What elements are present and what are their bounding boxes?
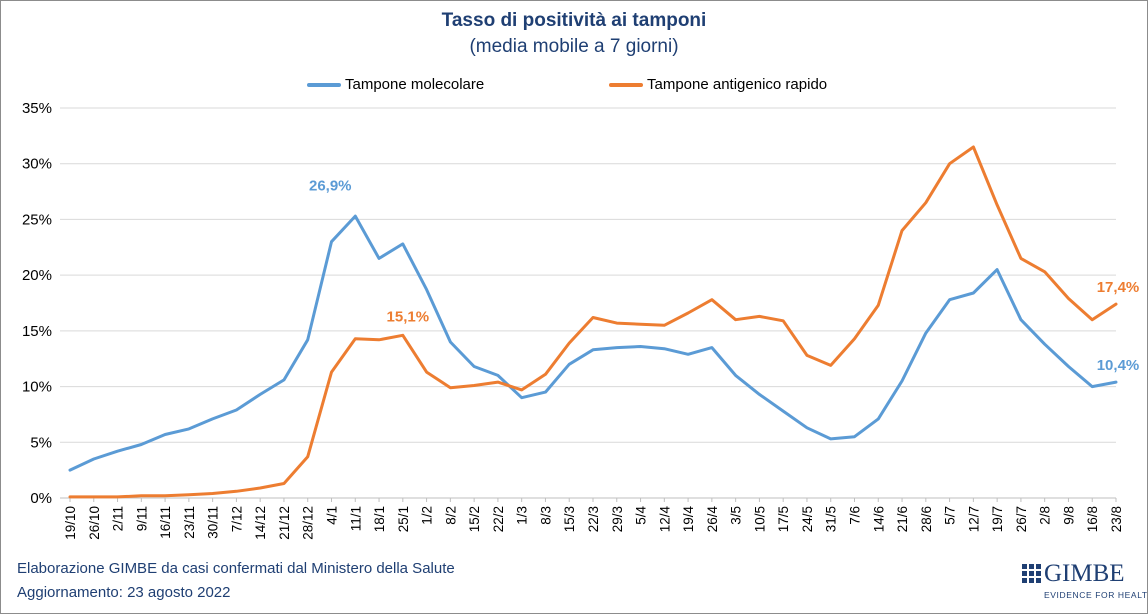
data-label-peak: 26,9% <box>309 177 352 194</box>
x-tick-label: 30/11 <box>206 506 221 539</box>
x-tick-label: 8/3 <box>538 506 553 525</box>
x-tick-label: 26/4 <box>705 506 720 533</box>
x-tick-label: 19/7 <box>990 506 1005 532</box>
x-tick-label: 5/7 <box>943 506 958 525</box>
x-tick-label: 5/4 <box>634 506 649 525</box>
data-label-last: 10,4% <box>1097 357 1140 374</box>
x-tick-label: 28/12 <box>301 506 316 540</box>
x-tick-label: 25/1 <box>396 506 411 532</box>
chart-title: Tasso di positività ai tamponi <box>441 10 707 31</box>
x-tick-label: 11/1 <box>348 506 363 531</box>
x-tick-label: 23/11 <box>182 506 197 539</box>
x-tick-label: 23/8 <box>1109 506 1124 532</box>
y-tick-label: 10% <box>22 379 52 396</box>
x-tick-label: 21/12 <box>277 506 292 540</box>
x-tick-label: 31/5 <box>824 506 839 532</box>
x-tick-label: 3/5 <box>729 506 744 525</box>
x-tick-label: 22/2 <box>491 506 506 532</box>
x-tick-label: 7/12 <box>229 506 244 532</box>
x-tick-label: 26/10 <box>87 506 102 540</box>
x-tick-label: 9/11 <box>134 506 149 531</box>
x-tick-label: 1/2 <box>420 506 435 525</box>
footer-updated: Aggiornamento: 23 agosto 2022 <box>17 584 231 601</box>
y-tick-label: 0% <box>30 490 52 507</box>
x-tick-label: 22/3 <box>586 506 601 532</box>
x-tick-label: 1/3 <box>515 506 530 525</box>
x-tick-label: 12/7 <box>966 506 981 532</box>
x-tick-label: 4/1 <box>325 506 340 525</box>
x-tick-label: 16/8 <box>1085 506 1100 532</box>
data-label-last: 17,4% <box>1097 279 1140 296</box>
legend-label-molecolare: Tampone molecolare <box>345 76 485 93</box>
series-line-antigenico <box>68 145 1118 499</box>
legend-item-antigenico: Tampone antigenico rapido <box>609 76 827 93</box>
logo-grid-icon <box>1022 564 1041 583</box>
footer-source: Elaborazione GIMBE da casi confermati da… <box>17 560 455 577</box>
x-tick-label: 12/4 <box>657 506 672 533</box>
x-tick-label: 8/2 <box>443 506 458 525</box>
x-tick-label: 16/11 <box>158 506 173 539</box>
x-tick-label: 28/6 <box>919 506 934 532</box>
x-tick-label: 24/5 <box>800 506 815 532</box>
y-tick-label: 15% <box>22 323 52 340</box>
x-tick-label: 14/12 <box>253 506 268 540</box>
chart-subtitle: (media mobile a 7 giorni) <box>469 36 679 57</box>
legend-label-antigenico: Tampone antigenico rapido <box>647 76 828 93</box>
x-tick-label: 10/5 <box>752 506 767 532</box>
gimbe-logo: GIMBE EVIDENCE FOR HEALTH <box>1022 560 1148 606</box>
x-tick-label: 18/1 <box>372 506 387 532</box>
x-tick-label: 2/8 <box>1038 506 1053 525</box>
legend-swatch-molecolare <box>307 82 341 87</box>
x-tick-label: 21/6 <box>895 506 910 532</box>
x-tick-label: 26/7 <box>1014 506 1029 532</box>
data-label-peak: 15,1% <box>387 309 430 326</box>
logo-name: GIMBE <box>1044 560 1125 587</box>
x-tick-label: 15/2 <box>467 506 482 532</box>
x-tick-label: 17/5 <box>776 506 791 532</box>
logo-tagline: EVIDENCE FOR HEALTH <box>1044 590 1148 600</box>
x-tick-label: 14/6 <box>871 506 886 532</box>
y-tick-label: 35% <box>22 100 52 117</box>
x-tick-label: 29/3 <box>610 506 625 532</box>
x-tick-label: 19/4 <box>681 506 696 533</box>
series-line-molecolare <box>68 214 1118 472</box>
y-tick-label: 30% <box>22 156 52 173</box>
x-tick-label: 15/3 <box>562 506 577 532</box>
y-tick-label: 20% <box>22 267 52 284</box>
y-tick-label: 25% <box>22 211 52 228</box>
x-tick-label: 2/11 <box>111 506 126 531</box>
y-tick-label: 5% <box>30 434 52 451</box>
x-tick-label: 9/8 <box>1061 506 1076 525</box>
x-tick-label: 7/6 <box>848 506 863 525</box>
legend-swatch-antigenico <box>609 82 643 87</box>
legend-item-molecolare: Tampone molecolare <box>307 76 484 93</box>
x-tick-label: 19/10 <box>63 506 78 540</box>
